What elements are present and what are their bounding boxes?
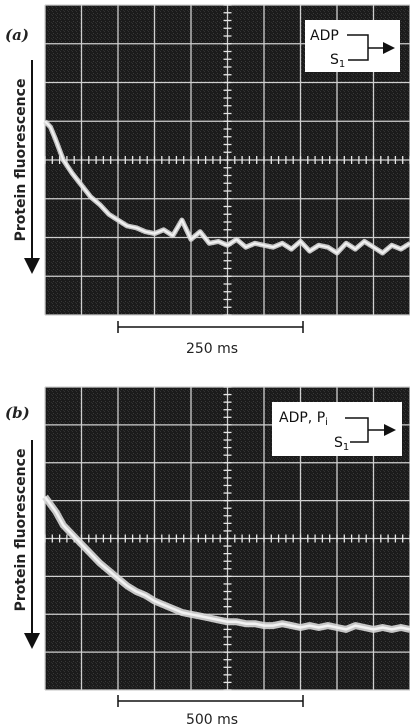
- panel-b: (b) Protein fluorescence ADP, Pi S1 500 …: [5, 386, 410, 726]
- panel-a-legend-connector: [347, 34, 392, 61]
- panel-b-legend-line2: S1: [334, 435, 349, 453]
- panel-b-trace-core: [43, 496, 410, 631]
- panel-b-legend-line1: ADP, Pi: [279, 410, 328, 428]
- panel-b-scalebar: 500 ms: [117, 695, 304, 726]
- panel-a-trace-core: [44, 120, 410, 254]
- panel-b-legend: ADP, Pi S1: [272, 402, 402, 456]
- panel-a-grid: [44, 4, 410, 316]
- panel-a-letter: (a): [5, 26, 29, 44]
- panel-a-legend-line2: S1: [330, 52, 345, 70]
- panel-b-scale-label: 500 ms: [186, 712, 238, 726]
- panel-a-ylabel: Protein fluorescence: [13, 79, 29, 242]
- panel-b-letter: (b): [5, 404, 30, 422]
- panel-b-legend-connector: [345, 417, 393, 443]
- panel-a-legend-line1: ADP: [310, 28, 339, 44]
- panel-a-scale-label: 250 ms: [186, 341, 238, 357]
- panel-a: (a) Protein fluorescence ADP S1 250 ms: [5, 4, 410, 357]
- panel-b-legend-box: [272, 402, 402, 456]
- panel-b-ylabel: Protein fluorescence: [13, 449, 29, 612]
- panel-a-legend: ADP S1: [305, 20, 400, 72]
- panel-a-scalebar: 250 ms: [117, 321, 304, 357]
